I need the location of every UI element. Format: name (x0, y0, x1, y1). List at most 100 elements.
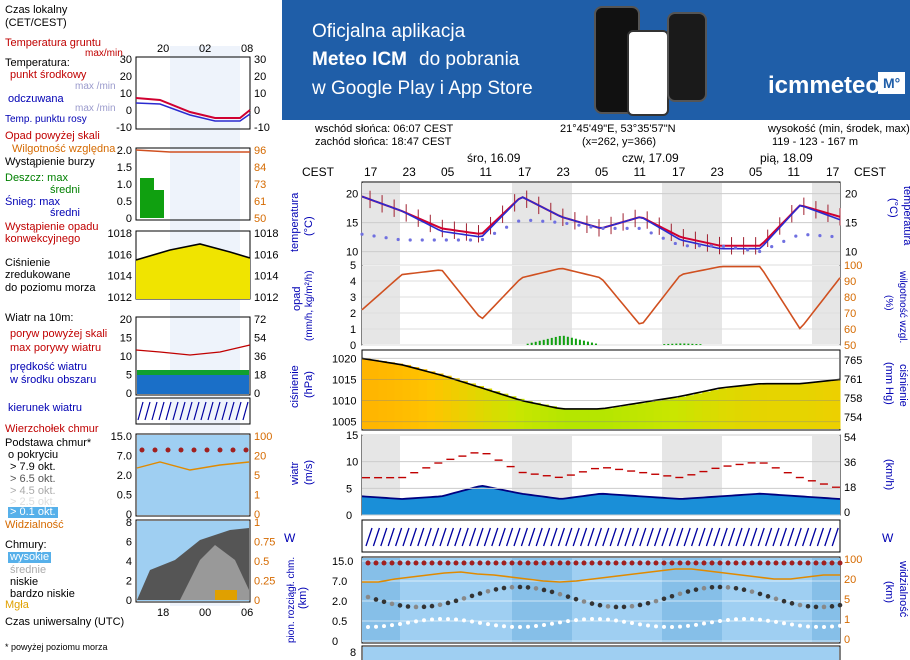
legend-chmury: Chmury: (5, 539, 47, 551)
night-band (362, 183, 400, 268)
precip-bar (578, 339, 581, 345)
cloud-base-dot-light (710, 620, 714, 625)
day-label: śro, 16.09 (467, 151, 521, 165)
mini-tick-left: 4 (126, 556, 132, 568)
cloud-base-dot-light (622, 619, 626, 624)
wind-direction-arrow (372, 527, 381, 547)
hour-tick: 17 (826, 165, 840, 179)
legend-opad-skali: Opad powyżej skali (5, 130, 100, 142)
mini-wind-arrow (242, 401, 249, 421)
mini-wind-arrow (172, 401, 179, 421)
dewpoint-dot (709, 244, 714, 248)
wind-direction-arrow (513, 527, 521, 547)
wind-direction-arrow (468, 527, 477, 547)
cloud-base-dot-light (702, 621, 706, 626)
mini-tick-right: 10 (254, 88, 266, 100)
pressure-fill (443, 375, 452, 429)
app-banner[interactable]: Oficjalna aplikacja Meteo ICM do pobrani… (282, 0, 910, 120)
wind-direction-arrow (720, 527, 728, 547)
pressure-fill (758, 383, 768, 429)
panel-frame-precip (361, 264, 841, 346)
wind-direction-arrow (757, 527, 765, 547)
legend-zredukowane: zredukowane (5, 269, 71, 281)
wind-direction-arrow (409, 527, 418, 547)
temp-axis-unit-right: (°C) (887, 198, 899, 218)
cloud-base-dot (645, 600, 651, 606)
dewpoint-dot (529, 218, 533, 222)
cloud-top-dot (741, 560, 747, 566)
mini-panel-cl (135, 433, 251, 517)
panel-frame-dir (361, 519, 841, 553)
precip-bar (562, 335, 565, 345)
legend-deszcz-sredni: średni (50, 184, 80, 196)
hour-tick: 17 (672, 165, 686, 179)
pressure-axis-label: ciśnienie (289, 365, 301, 408)
mini-cloud-top-dot (165, 447, 171, 453)
cloud-base-dot (693, 587, 699, 592)
wind-direction-arrow (454, 527, 462, 547)
cloud-top-dot (589, 560, 595, 566)
cloud-tick-left: 15.0 (332, 556, 353, 568)
precip-bar (546, 338, 549, 345)
coords: 21°45'49"E, 53°35'57"N (560, 123, 676, 135)
pressure-fill (677, 396, 687, 429)
cloud-base-dot (557, 591, 563, 597)
cloud-top-dot (709, 560, 715, 566)
wind-tick-left: 10 (346, 457, 358, 469)
wind-direction-arrow (809, 527, 817, 547)
precip-bar (554, 336, 557, 345)
mini-tick-right: 0 (254, 105, 260, 117)
cloud-base-dot (549, 589, 555, 595)
mini-tick-left: 1.0 (117, 179, 132, 191)
cloud-base-dot-light (670, 624, 674, 629)
pressure-fill (564, 408, 574, 429)
cloud-base-dot-light (654, 624, 658, 629)
precip-axis-unit: (mm/h, kg/m²/h) (304, 270, 315, 341)
cloud-base-dot-light (718, 618, 722, 623)
pressure-fill (588, 408, 598, 429)
cloud-base-dot (533, 586, 539, 591)
cloud-base-dot (749, 589, 755, 594)
pressure-fill (459, 380, 468, 429)
pressure-fill (524, 401, 533, 429)
temp-tick-left: 15 (346, 218, 358, 230)
mini-rh-line (135, 149, 250, 153)
legend-o-pokryciu: o pokryciu (8, 449, 59, 461)
rh-tick-right: 50 (844, 340, 856, 352)
compass-right: W (882, 531, 894, 545)
cloud-base-dot-light (694, 622, 698, 627)
dewpoint-dot (685, 244, 689, 248)
mini-wind-arrow (158, 401, 165, 421)
wind-direction-arrow (639, 527, 647, 547)
humidity-line (361, 265, 841, 330)
cloud-night-band (362, 558, 400, 642)
cloud-top-dot (389, 560, 395, 566)
pressure-fill (775, 383, 784, 429)
dewpoint-dot (746, 248, 750, 252)
cloud-base-dot (509, 584, 515, 590)
dewpoint-dot (492, 231, 497, 235)
dewpoint-dot (673, 241, 677, 246)
cloud-base-dot-light (534, 624, 538, 629)
cloud-base-dot-light (638, 622, 642, 627)
legend-predkosc: prędkość wiatru (10, 361, 88, 373)
wind-direction-arrow (801, 527, 810, 547)
compass-left: W (284, 531, 296, 545)
cloud-base-dot-light (454, 617, 458, 622)
dewpoint-dot (456, 238, 461, 242)
temp-tick-left: 20 (346, 189, 358, 201)
pressure-tick-right: 758 (844, 393, 862, 405)
legend-wilgotnosc: Wilgotność względna (12, 143, 116, 155)
mini-tick-left: 0 (126, 388, 132, 400)
pressure-tick-right: 754 (844, 412, 862, 424)
pressure-fill (434, 373, 444, 429)
rh-tick-right: 90 (844, 276, 856, 288)
cloud-base-dot-light (822, 624, 826, 629)
temp-tick-right: 20 (845, 189, 857, 201)
cloud-base-dot-light (614, 618, 618, 623)
mini-tick-right: 50 (254, 213, 266, 225)
pressure-fill (596, 408, 606, 429)
wind-direction-arrow (609, 527, 617, 547)
legend-snieg-sredni: średni (50, 207, 80, 219)
rh-axis-unit: (%) (883, 295, 894, 311)
